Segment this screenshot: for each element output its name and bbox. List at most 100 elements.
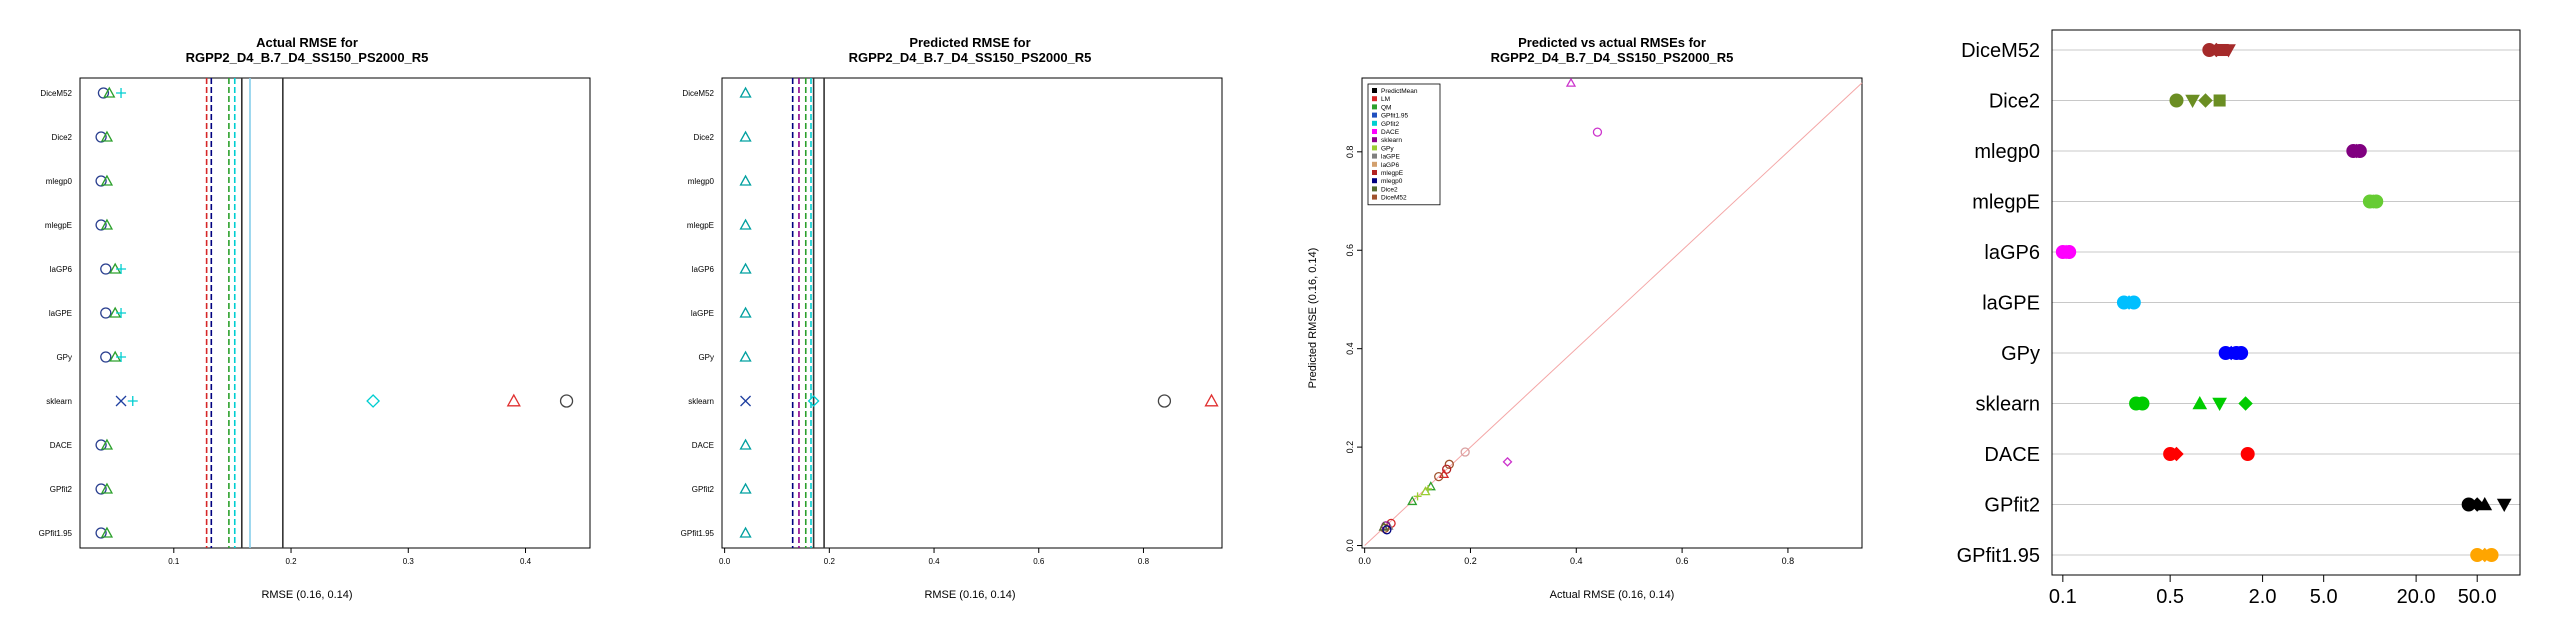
- panel3-plot-area: 0.0 0.2 0.4 0.6 0.8 0.0 0.2 0.4 0.6 0.8 PredictMea…: [1345, 77, 1863, 566]
- legend-label: QM: [1381, 104, 1391, 111]
- data-point: [2496, 498, 2512, 513]
- panel1-title-line1: Actual RMSE for: [256, 35, 358, 50]
- x-tick-label: 0.6: [1033, 557, 1045, 566]
- y-tick-label: 0.6: [1345, 244, 1355, 257]
- data-point: [2213, 94, 2226, 107]
- x-tick-label: 0.4: [1570, 556, 1583, 566]
- data-point: [2192, 395, 2208, 410]
- x-tick-label: 0.3: [403, 557, 415, 566]
- legend-label: GPy: [1381, 145, 1394, 152]
- plot-frame: [721, 77, 1223, 549]
- row-label: mlegp0: [46, 177, 73, 186]
- legend-label: DiceM52: [1381, 195, 1407, 202]
- row-label: GPfit2: [1984, 495, 2040, 517]
- data-point: [2221, 44, 2236, 58]
- x-tick-label: 0.5: [2156, 586, 2184, 608]
- data-point: [1592, 127, 1603, 137]
- row-label: mlegpE: [1972, 192, 2040, 214]
- panel3-title-line1: Predicted vs actual RMSEs for: [1518, 35, 1706, 50]
- data-point: [739, 438, 752, 450]
- data-point: [2212, 397, 2227, 412]
- row-label: GPfit2: [692, 485, 715, 494]
- row-label: laGPE: [691, 309, 714, 318]
- data-point: [2238, 396, 2253, 411]
- legend-swatch: [1372, 170, 1377, 175]
- panel-predicted-rmse: Predicted RMSE for RGPP2_D4_B.7_D4_SS150…: [681, 35, 1223, 601]
- legend-swatch: [1372, 153, 1377, 159]
- x-tick-label: 0.0: [719, 557, 731, 566]
- row-label: sklearn: [688, 397, 714, 406]
- data-point: [100, 438, 114, 450]
- y-tick-label: 0.8: [1345, 146, 1355, 159]
- row-label: Dice2: [52, 133, 73, 142]
- x-tick-label: 0.8: [1138, 557, 1150, 566]
- legend-swatch: [1372, 129, 1377, 134]
- data-point: [1444, 459, 1454, 469]
- legend-box: [1367, 83, 1441, 206]
- legend-swatch: [1372, 145, 1377, 151]
- data-point: [739, 350, 752, 362]
- data-point: [2240, 447, 2255, 461]
- legend-label: sklearn: [1381, 137, 1402, 144]
- panel3-title-line2: RGPP2_D4_B.7_D4_SS150_PS2000_R5: [1491, 50, 1734, 65]
- data-point: [127, 396, 138, 406]
- row-label: sklearn: [1976, 394, 2040, 416]
- x-tick-label: 50.0: [2458, 586, 2497, 608]
- legend-label: PredictMean: [1381, 88, 1418, 95]
- row-label: DiceM52: [1961, 40, 2040, 62]
- plot-frame: [1361, 77, 1863, 549]
- legend-label: mlegp0: [1381, 178, 1403, 185]
- data-point: [95, 175, 107, 187]
- legend-label: laGPE: [1381, 154, 1400, 161]
- data-point: [2234, 346, 2249, 360]
- data-point: [95, 527, 107, 539]
- data-point: [740, 395, 752, 407]
- data-point: [1157, 394, 1172, 408]
- data-point: [1382, 525, 1392, 535]
- data-point: [1460, 447, 1470, 457]
- panel-predicted-vs-actual: Predicted vs actual RMSEs for RGPP2_D4_B…: [1307, 35, 1863, 601]
- data-point: [95, 439, 107, 451]
- x-tick-label: 0.1: [2049, 586, 2077, 608]
- data-point: [2135, 396, 2150, 411]
- data-point: [116, 308, 127, 318]
- data-point: [559, 394, 574, 408]
- data-point: [1407, 495, 1418, 506]
- data-point: [1413, 492, 1422, 501]
- legend-label: laGP6: [1381, 162, 1399, 169]
- plot-frame: [2051, 29, 2521, 576]
- legend-swatch: [1372, 178, 1377, 184]
- x-tick-label: 0.1: [168, 557, 180, 566]
- data-point: [100, 130, 114, 142]
- x-tick-label: 5.0: [2310, 586, 2338, 608]
- data-point: [100, 351, 112, 363]
- row-label: mlegpE: [45, 221, 72, 230]
- legend-label: DACE: [1381, 129, 1400, 136]
- row-label: mlegpE: [687, 221, 714, 230]
- data-point: [2352, 144, 2367, 158]
- data-point: [100, 218, 114, 230]
- data-point: [100, 526, 114, 538]
- legend-label: GPfit1.95: [1381, 113, 1408, 120]
- data-point: [95, 483, 107, 495]
- data-point: [100, 482, 114, 494]
- data-point: [115, 395, 127, 407]
- data-point: [1434, 471, 1444, 482]
- x-tick-label: 0.6: [1676, 556, 1689, 566]
- data-point: [103, 86, 116, 98]
- data-point: [100, 174, 114, 186]
- data-point: [506, 393, 521, 407]
- data-point: [1442, 464, 1452, 474]
- row-label: laGP6: [1984, 242, 2040, 264]
- data-point: [2477, 496, 2493, 511]
- row-label: mlegp0: [688, 177, 715, 186]
- panel1-plot-area: DiceM52 Dice2 mlegp0 mlegpE laGP6 laGPE GPy skl…: [39, 77, 591, 566]
- legend-label: LM: [1381, 96, 1390, 103]
- row-label: laGPE: [49, 309, 72, 318]
- legend-swatch: [1372, 161, 1377, 167]
- data-point: [2169, 93, 2184, 108]
- legend-swatch: [1372, 88, 1377, 93]
- data-point: [807, 395, 820, 407]
- data-point: [2369, 194, 2384, 209]
- panel3-x-axis-label: Actual RMSE (0.16, 0.14): [1550, 589, 1675, 601]
